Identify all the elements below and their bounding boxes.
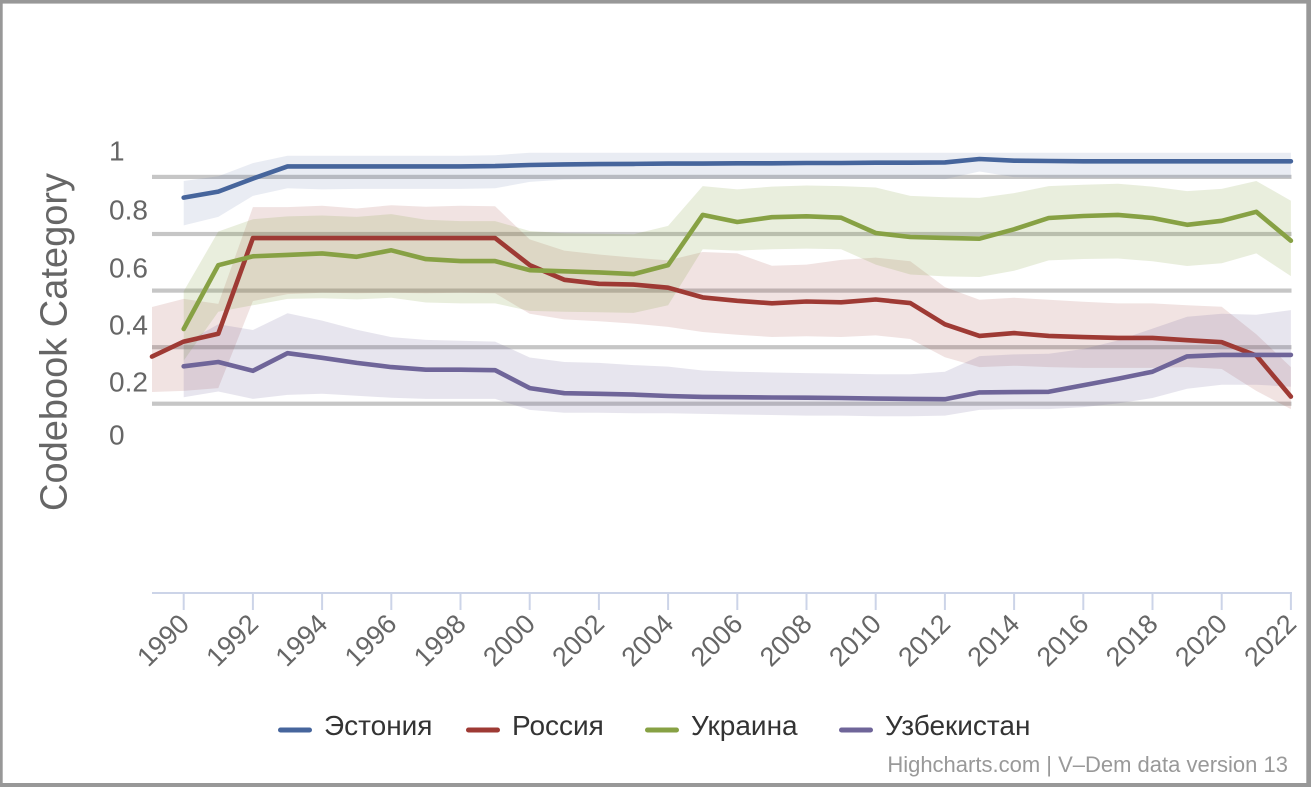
svg-text:0: 0 bbox=[109, 420, 125, 451]
svg-text:0.4: 0.4 bbox=[109, 310, 148, 341]
svg-text:0.8: 0.8 bbox=[109, 195, 148, 226]
svg-text:Эстония: Эстония bbox=[324, 710, 432, 741]
svg-text:Украина: Украина bbox=[691, 710, 798, 741]
svg-text:Highcharts.com | V–Dem data ve: Highcharts.com | V–Dem data version 13 bbox=[887, 752, 1288, 777]
svg-text:Узбекистан: Узбекистан bbox=[885, 710, 1030, 741]
svg-text:Россия: Россия bbox=[512, 710, 604, 741]
svg-text:1: 1 bbox=[109, 136, 125, 167]
svg-text:0.6: 0.6 bbox=[109, 253, 148, 284]
svg-text:0.2: 0.2 bbox=[109, 367, 148, 398]
svg-text:Codebook Category: Codebook Category bbox=[34, 173, 76, 511]
